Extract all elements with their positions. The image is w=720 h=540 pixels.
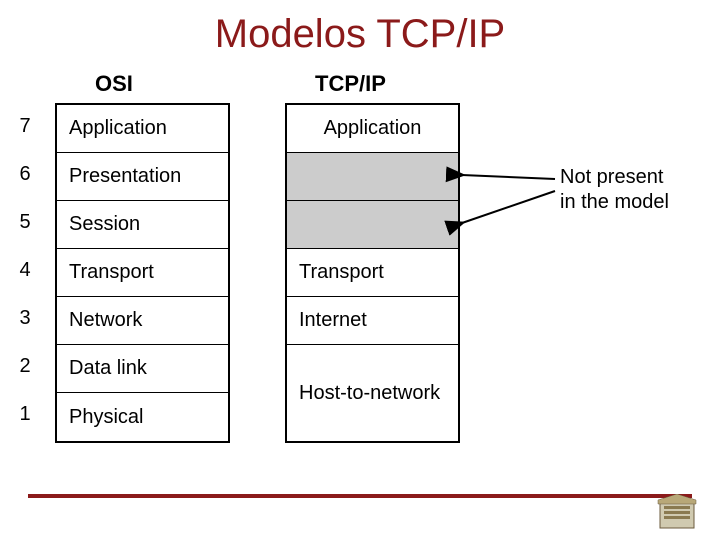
osi-header: OSI xyxy=(95,71,133,97)
tcpip-layer-application: Application xyxy=(287,105,458,153)
osi-layer-application: Application xyxy=(57,105,228,153)
layer-num-1: 1 xyxy=(15,403,35,426)
layer-num-3: 3 xyxy=(15,307,35,330)
diagram-area: OSI TCP/IP 7 6 5 4 3 2 1 Application Pre… xyxy=(0,65,720,505)
layer-num-2: 2 xyxy=(15,355,35,378)
layer-num-7: 7 xyxy=(15,115,35,138)
tcpip-header: TCP/IP xyxy=(315,71,386,97)
layer-num-5: 5 xyxy=(15,211,35,234)
annotation-not-present: Not present in the model xyxy=(560,165,669,215)
tcpip-empty-6 xyxy=(287,153,458,201)
page-title: Modelos TCP/IP xyxy=(0,0,720,65)
tcpip-layer-transport: Transport xyxy=(287,249,458,297)
tcpip-layer-host: Host-to-network xyxy=(287,345,458,441)
tcpip-empty-5 xyxy=(287,201,458,249)
layer-num-4: 4 xyxy=(15,259,35,282)
footer-logo-icon xyxy=(654,494,700,532)
osi-layer-presentation: Presentation xyxy=(57,153,228,201)
osi-layer-datalink: Data link xyxy=(57,345,228,393)
osi-layer-transport: Transport xyxy=(57,249,228,297)
footer-divider xyxy=(28,494,692,498)
tcpip-stack: Application Transport Internet Host-to-n… xyxy=(285,103,460,443)
layer-num-6: 6 xyxy=(15,163,35,186)
osi-layer-session: Session xyxy=(57,201,228,249)
osi-stack: Application Presentation Session Transpo… xyxy=(55,103,230,443)
osi-layer-physical: Physical xyxy=(57,393,228,441)
tcpip-layer-internet: Internet xyxy=(287,297,458,345)
osi-layer-network: Network xyxy=(57,297,228,345)
